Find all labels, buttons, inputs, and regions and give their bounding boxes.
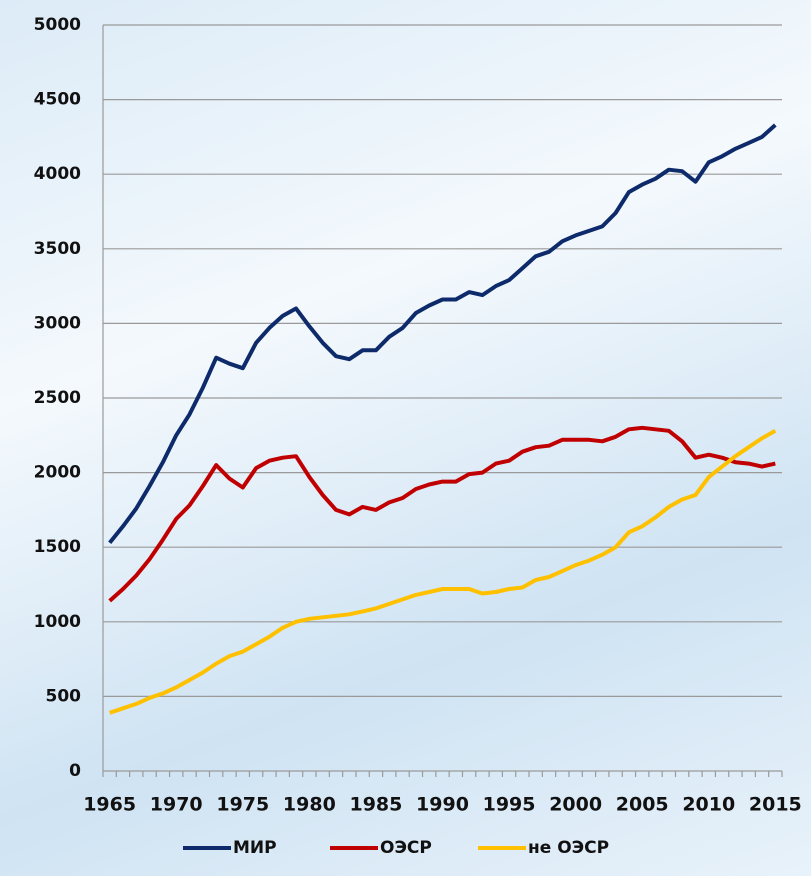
legend-label: ОЭСР — [380, 838, 432, 858]
x-tick-label: 1980 — [283, 794, 336, 816]
x-tick-label: 2015 — [749, 794, 802, 816]
y-tick-label: 3000 — [34, 313, 81, 333]
x-tick-label: 2010 — [682, 794, 735, 816]
y-tick-label: 2500 — [34, 388, 81, 408]
x-tick-label: 1995 — [483, 794, 536, 816]
y-tick-label: 5000 — [34, 15, 81, 35]
y-tick-label: 1500 — [34, 537, 81, 557]
x-tick-label: 1990 — [416, 794, 469, 816]
y-tick-label: 4500 — [34, 90, 81, 110]
legend-label: не ОЭСР — [528, 838, 609, 858]
x-tick-label: 1975 — [216, 794, 269, 816]
x-tick-label: 1985 — [349, 794, 402, 816]
y-tick-label: 500 — [46, 686, 82, 706]
y-tick-label: 4000 — [34, 164, 81, 184]
y-tick-label: 2000 — [34, 463, 81, 483]
x-tick-label: 2005 — [616, 794, 669, 816]
x-tick-label: 1970 — [150, 794, 203, 816]
series-line — [109, 429, 777, 715]
y-tick-label: 3500 — [34, 239, 81, 259]
x-tick-label: 1965 — [83, 794, 136, 816]
x-tick-label: 2000 — [549, 794, 602, 816]
legend-label: МИР — [233, 838, 277, 858]
series-line — [108, 425, 776, 603]
y-tick-label: 0 — [69, 761, 81, 781]
series-line — [108, 123, 777, 544]
y-tick-label: 1000 — [34, 612, 81, 632]
